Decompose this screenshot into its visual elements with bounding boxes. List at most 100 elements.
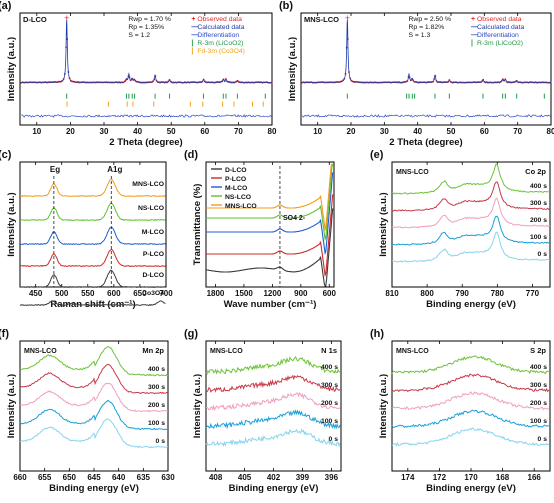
series-label: 300 s (148, 384, 165, 391)
x-tick-label: 900 (294, 289, 308, 298)
sample-label: MNS-LCO (396, 348, 429, 355)
sample-label: D-LCO (23, 15, 47, 24)
xps-series-line (391, 197, 551, 229)
x-axis-label: 2 Theta (degree) (389, 137, 462, 148)
raman-series-line (19, 178, 166, 198)
x-axis-label: 2 Theta (degree) (109, 137, 182, 148)
legend-symbol: — (191, 24, 198, 31)
sulfate-annotation: SO4 2- (283, 215, 306, 222)
x-tick-label: 500 (55, 289, 69, 298)
panel-label: (e) (370, 149, 384, 161)
plot-frame (300, 12, 552, 126)
x-tick-label: 640 (112, 473, 126, 482)
peak-marker: + (345, 13, 350, 23)
legend-entry: D-LCO (225, 167, 247, 174)
panel-label: (b) (279, 0, 293, 12)
element-label: N 1s (321, 346, 337, 355)
x-tick-label: 50 (447, 127, 456, 136)
element-label: Mn 2p (142, 346, 164, 355)
refinement-stat: Rwp = 2.50 % (409, 16, 452, 23)
series-label: 100 s (148, 420, 165, 427)
panel-e: 810 800 790 780 770 Binding energy (eV) Intens… (370, 149, 551, 310)
series-label: 0 s (329, 436, 339, 443)
refinement-stat: Rp = 1.82% (409, 24, 445, 31)
x-tick-label: 60 (480, 127, 489, 136)
xps-series-line (391, 373, 550, 393)
calculated-line (302, 19, 551, 83)
xps-series-line (391, 427, 550, 447)
refinement-stat: Rwp = 1.70 % (128, 16, 171, 23)
xps-series-line (391, 391, 550, 411)
x-tick-label: 645 (87, 473, 101, 482)
legend-entry: Calculated data (197, 24, 244, 31)
series-label: 100 s (530, 418, 547, 425)
raman-series-line (19, 248, 166, 268)
x-tick-label: 550 (81, 289, 95, 298)
xps-series-line (391, 409, 550, 428)
x-tick-label: 810 (385, 289, 399, 298)
panel-label: (g) (184, 328, 198, 340)
x-tick-label: 396 (325, 473, 339, 482)
x-tick-label: 660 (13, 473, 27, 482)
x-tick-label: 790 (456, 289, 470, 298)
x-tick-label: 172 (433, 473, 447, 482)
observed-point (215, 81, 218, 83)
series-label: 400 s (530, 364, 547, 371)
x-tick-label: 30 (100, 127, 109, 136)
series-label: M-LCO (142, 229, 164, 236)
series-label: 0 s (156, 438, 166, 445)
xps-series-line (19, 399, 169, 431)
difference-line (21, 114, 272, 118)
refinement-stat: Rp = 1.35% (128, 24, 164, 31)
xps-series-line (205, 428, 341, 448)
series-label: 0 s (538, 251, 548, 258)
raman-series-line (19, 202, 166, 222)
x-tick-label: 60 (200, 127, 209, 136)
legend-entry: Calculated data (477, 24, 524, 31)
legend-symbol: — (471, 32, 478, 39)
plot-frame (19, 340, 169, 472)
legend-entry: P-LCO (225, 176, 246, 183)
x-tick-label: 770 (526, 289, 540, 298)
legend-symbol: | (191, 40, 193, 47)
x-tick-label: 408 (209, 473, 223, 482)
x-tick-label: 780 (491, 289, 505, 298)
plot-frame (391, 340, 551, 472)
element-label: Co 2p (525, 167, 546, 176)
x-tick-label: 600 (107, 289, 121, 298)
series-label: MNS-LCO (132, 181, 164, 188)
difference-line (302, 114, 551, 118)
legend-entry: Differentiation (197, 32, 239, 39)
legend-symbol: | (191, 48, 193, 55)
x-axis-label: Binding energy (eV) (426, 299, 516, 310)
legend-symbol: | (471, 40, 473, 47)
series-label: 300 s (321, 382, 338, 389)
legend-symbol: — (191, 32, 198, 39)
xps-series-line (205, 409, 341, 430)
xps-series-line (205, 355, 341, 376)
x-tick-label: 450 (29, 289, 43, 298)
x-tick-label: 40 (133, 127, 142, 136)
panel-h: 174 172 170 168 166 Binding energy (eV) Intens… (370, 328, 551, 494)
x-tick-label: 1200 (263, 289, 281, 298)
raman-series-line (19, 269, 166, 289)
plot-frame (391, 161, 551, 288)
xps-series-line (205, 391, 341, 412)
series-label: 200 s (321, 400, 338, 407)
panel-a: 10 20 30 40 50 60 70 80 2 Theta (degree) Intensit… (0, 0, 277, 148)
panel-b: 10 20 30 40 50 60 70 80 2 Theta (degree) Intensit… (279, 0, 554, 148)
ftir-series-line (206, 172, 334, 256)
peak-marker: + (64, 13, 69, 23)
x-axis-label: Wave number (cm⁻¹) (224, 299, 317, 310)
y-axis-label: Intensity (a.u.) (6, 192, 17, 256)
observed-point (144, 81, 146, 84)
x-tick-label: 70 (234, 127, 243, 136)
series-label: 400 s (530, 183, 547, 190)
x-tick-label: 650 (63, 473, 77, 482)
sample-label: MNS-LCO (210, 348, 243, 355)
panel-d: 1800 1500 1200 900 600 Wave number (cm⁻¹) Tran… (184, 149, 336, 310)
x-tick-label: 655 (38, 473, 52, 482)
xps-series-line (391, 163, 551, 195)
